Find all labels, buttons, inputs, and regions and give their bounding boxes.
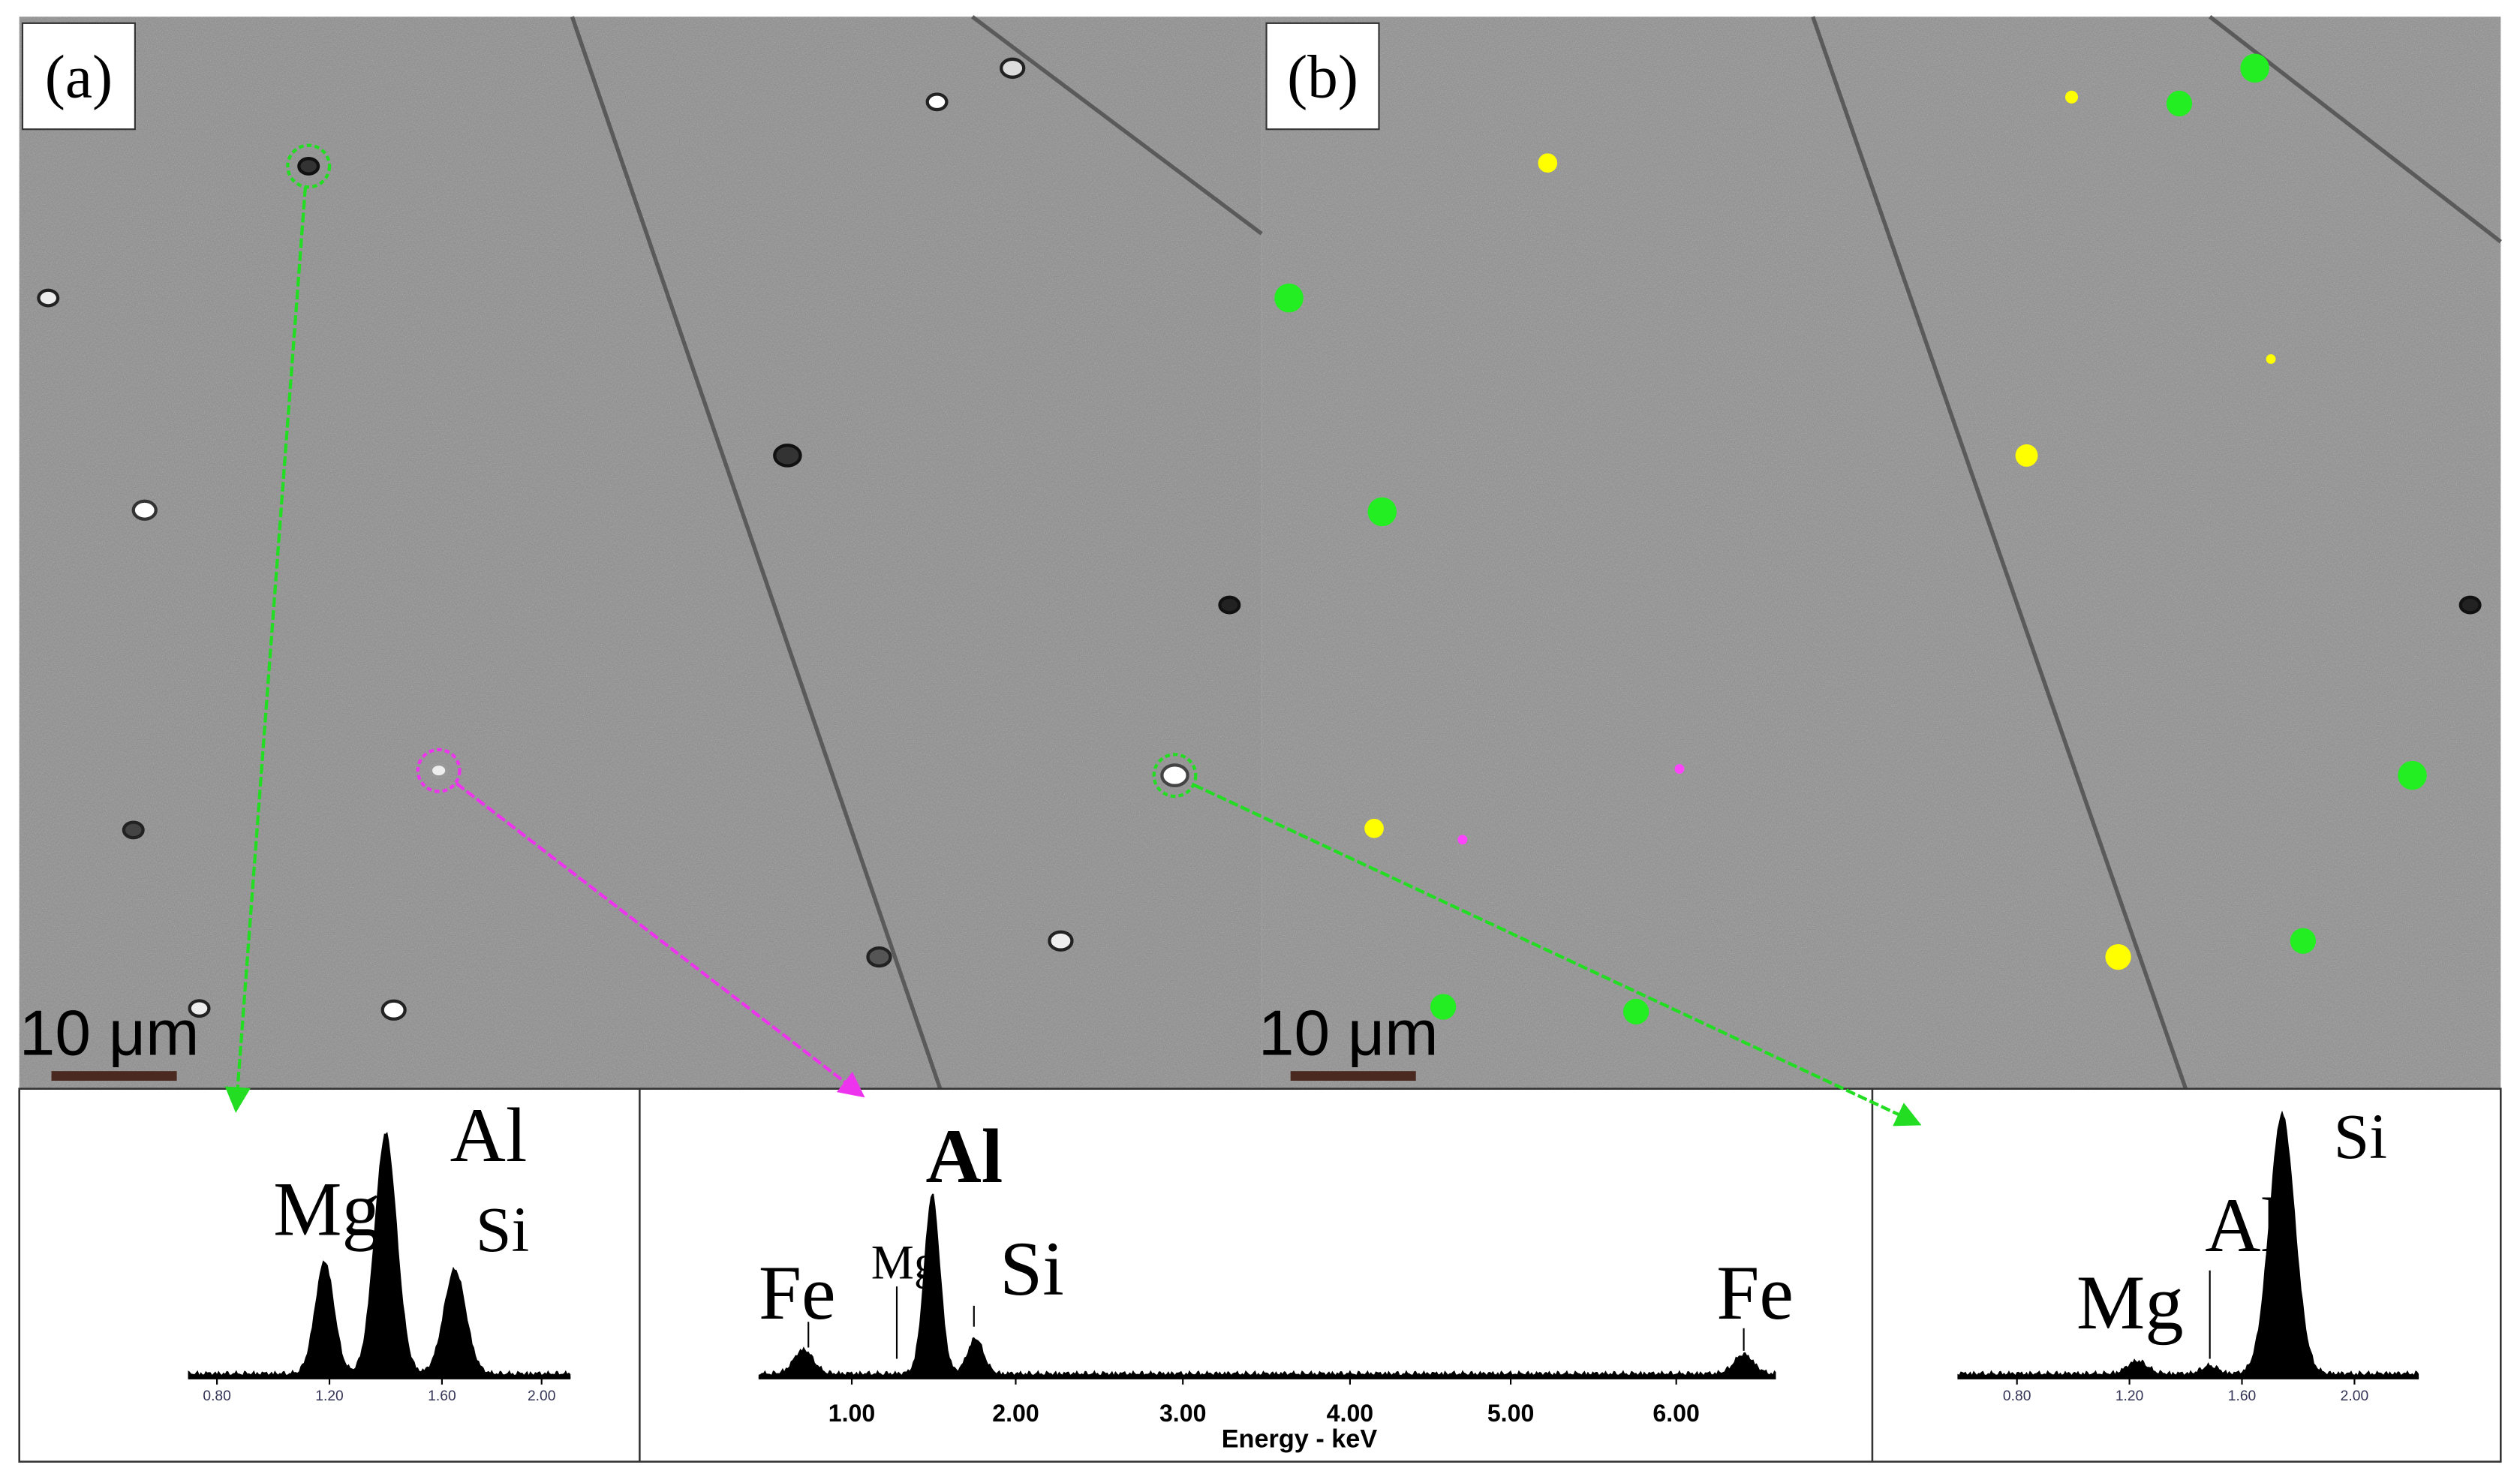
- particle: [1218, 595, 1241, 615]
- phase-particle: [1364, 818, 1384, 838]
- phase-particle: [1367, 497, 1397, 527]
- labels: (a) 10 μm (b) 10 μm: [20, 22, 1439, 1081]
- scale-bar-label: 10 μm: [1258, 997, 1439, 1069]
- tick-label: 0.80: [203, 1388, 231, 1404]
- scale-bar: [51, 1071, 177, 1081]
- particle: [429, 762, 449, 779]
- peak-label: Al: [450, 1093, 528, 1178]
- scale-bar-label: 10 μm: [20, 997, 200, 1069]
- tick-label: 2.00: [992, 1400, 1039, 1427]
- phase-particle: [2064, 90, 2079, 104]
- tick-label: 6.00: [1652, 1400, 1700, 1427]
- peak-label: Fe: [1716, 1250, 1794, 1336]
- tick-label: 4.00: [1327, 1400, 1374, 1427]
- phase-particle: [1674, 764, 1685, 774]
- particle: [866, 946, 892, 968]
- phase-particle: [2105, 943, 2131, 970]
- tick-label: 1.60: [428, 1388, 456, 1404]
- particle: [1000, 57, 1026, 79]
- peak-label: Mg: [273, 1167, 380, 1253]
- spectrum: [1957, 1110, 2419, 1379]
- phase-particle: [2398, 760, 2427, 790]
- particle: [188, 999, 211, 1018]
- phase-particle: [2166, 90, 2193, 117]
- peak-label: Si: [1000, 1226, 1064, 1312]
- particle: [1160, 763, 1189, 787]
- peak-label: Si: [476, 1194, 529, 1265]
- tick-label: 3.00: [1159, 1400, 1207, 1427]
- phase-particle: [1538, 153, 1558, 173]
- tick-label: 1.60: [2228, 1388, 2256, 1404]
- particle: [1048, 930, 1074, 952]
- peak-label: Al: [926, 1114, 1003, 1199]
- phase-particle: [2290, 928, 2317, 954]
- phase-particle: [1274, 283, 1304, 313]
- peak-label: Si: [2334, 1101, 2387, 1172]
- peak-label: Mg: [871, 1235, 938, 1289]
- phase-particle: [1457, 835, 1468, 845]
- tick-label: 5.00: [1487, 1400, 1535, 1427]
- phase-particle: [1622, 998, 1649, 1025]
- spectra-frame: [18, 1087, 2502, 1463]
- scratches: [570, 15, 2502, 1090]
- panel-label-box: [21, 22, 136, 131]
- particle: [380, 999, 407, 1021]
- tick-label: 2.00: [2341, 1388, 2369, 1404]
- particle: [131, 499, 158, 521]
- particle: [37, 288, 60, 308]
- panel-label: (a): [45, 42, 113, 110]
- phase-particle: [2015, 444, 2038, 467]
- particles: [37, 53, 2482, 1025]
- sem-texture: [19, 17, 2501, 1089]
- panel-label-box: [1265, 22, 1380, 131]
- tick-label: 1.20: [2116, 1388, 2143, 1404]
- tick-label: 2.00: [528, 1388, 556, 1404]
- scale-bar: [1290, 1071, 1416, 1081]
- tick-label: 1.20: [315, 1388, 344, 1404]
- tick-label: 0.80: [2003, 1388, 2031, 1404]
- peak-label: Al: [2205, 1183, 2282, 1268]
- peak-label: Fe: [759, 1250, 836, 1336]
- particle: [2458, 595, 2482, 615]
- peak-label: Mg: [2076, 1260, 2184, 1346]
- phase-particle: [2266, 354, 2276, 364]
- phase-particle: [1430, 994, 1457, 1020]
- x-axis-label: Energy - keV: [1222, 1424, 1378, 1453]
- particle: [925, 92, 949, 112]
- particle: [297, 157, 320, 176]
- spectrum: [188, 1132, 571, 1379]
- phase-particle: [2240, 53, 2269, 83]
- panel-label: (b): [1287, 42, 1358, 110]
- tick-label: 1.00: [828, 1400, 876, 1427]
- arrows: [224, 143, 1922, 1127]
- particle: [773, 444, 802, 468]
- particle: [122, 820, 145, 840]
